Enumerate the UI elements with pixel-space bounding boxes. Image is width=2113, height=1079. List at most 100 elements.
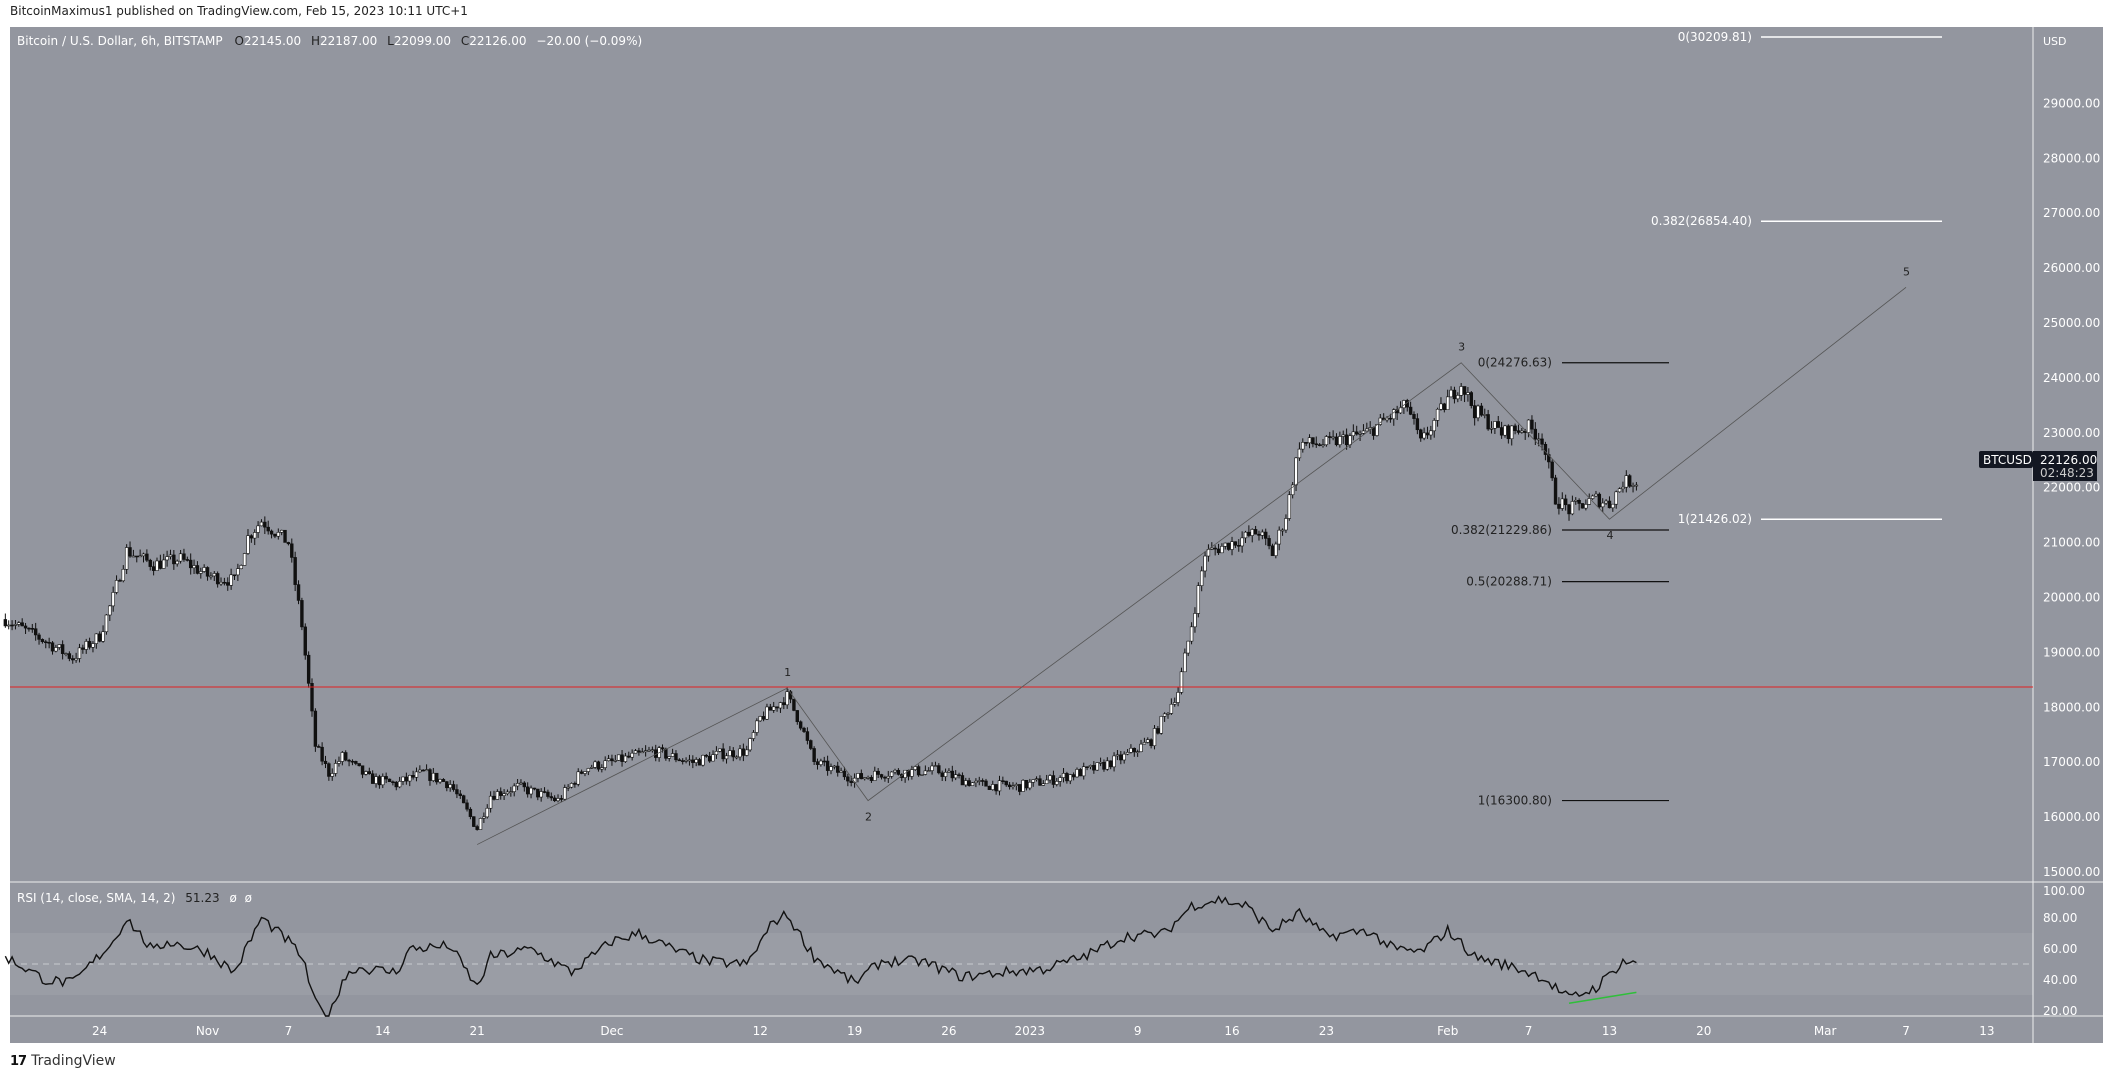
main-pane[interactable]: 1 2 3 4 5 0(24276.63) 0.382(21229.86) 0.5(20288… [3, 30, 2033, 845]
open-label: O [234, 34, 243, 48]
candle-body [573, 783, 577, 785]
fib-level-label: 0.382(21229.86) [1451, 523, 1552, 537]
candle-body [1476, 405, 1480, 419]
candle-body [1186, 640, 1190, 654]
time-axis-label: 26 [941, 1024, 956, 1038]
candle-body [704, 754, 709, 757]
candle-body [1412, 414, 1416, 419]
candle-body [138, 555, 142, 558]
candle-body [1280, 529, 1285, 532]
candle-body [748, 738, 752, 751]
candle-body [472, 816, 476, 827]
axes: 29000.00 28000.00 27000.00 26000.00 25000.00… [92, 96, 2100, 1038]
candle-body [360, 765, 365, 775]
candle-body [738, 748, 742, 758]
candle-body [91, 643, 95, 648]
candle-body [1617, 488, 1622, 493]
candle-body [1446, 396, 1450, 411]
fib-extension-label: 1(21426.02) [1678, 512, 1752, 526]
price-axis-label: 28000.00 [2043, 151, 2100, 165]
candle-body [249, 535, 254, 539]
candle-body [215, 573, 220, 585]
candle-body [1243, 531, 1248, 539]
candle-body [1361, 430, 1366, 434]
candle-body [357, 763, 361, 767]
candle-body [579, 771, 584, 774]
candle-body [1550, 461, 1554, 479]
candle-body [606, 758, 611, 762]
candle-body [1260, 531, 1265, 536]
candle-body [576, 771, 580, 785]
candle-body [421, 769, 425, 772]
logo-icon: 17 [10, 1053, 27, 1069]
candle-body [1506, 425, 1511, 440]
candle-body [428, 769, 432, 781]
candle-body [1088, 765, 1093, 768]
candle-body [1240, 537, 1244, 547]
candle-body [1213, 547, 1217, 550]
tradingview-logo[interactable]: 17 TradingView [10, 1053, 116, 1069]
candle-body [290, 543, 294, 558]
candle-body [84, 641, 88, 650]
candle-body [478, 818, 483, 830]
candle-body [1001, 780, 1005, 782]
candle-body [1082, 766, 1086, 777]
candle-body [1439, 403, 1443, 410]
candle-body [1483, 414, 1487, 416]
candle-body [1520, 430, 1524, 433]
candle-body [377, 776, 382, 786]
candle-body [199, 571, 203, 574]
candle-body [869, 777, 874, 781]
candle-body [991, 784, 995, 790]
chart-background [10, 27, 2103, 1043]
candle-body [970, 782, 975, 786]
candle-body [1611, 503, 1615, 509]
candle-body [1290, 484, 1295, 496]
candle-body [236, 568, 240, 576]
candle-body [681, 760, 685, 762]
candle-body [1587, 498, 1591, 505]
candle-body [795, 710, 799, 723]
candle-body [1277, 529, 1281, 545]
rsi-pane[interactable] [4, 895, 1637, 1017]
candle-body [1109, 760, 1113, 768]
candle-body [596, 761, 601, 770]
candle-body [178, 553, 183, 562]
fib-extension-label: 0(30209.81) [1678, 30, 1752, 44]
candle-body [131, 555, 136, 558]
candle-body [930, 765, 934, 771]
fib-extension-label: 0.382(26854.40) [1651, 214, 1752, 228]
price-axis-label: 16000.00 [2043, 810, 2100, 824]
candle-body [947, 770, 951, 773]
candle-body [397, 781, 402, 788]
candle-body [148, 559, 152, 567]
candle-body [101, 631, 105, 642]
candle-body [145, 553, 149, 561]
candle-body [1530, 419, 1534, 430]
time-axis-label: 2023 [1015, 1024, 1046, 1038]
candle-body [192, 565, 196, 569]
candle-body [347, 759, 351, 762]
candle-body [141, 553, 146, 557]
candle-body [461, 795, 466, 804]
candle-body [482, 816, 486, 819]
candle-body [404, 776, 409, 782]
candle-body [1038, 778, 1042, 786]
candle-body [1125, 752, 1130, 755]
candle-body [1173, 702, 1177, 705]
candle-body [1044, 779, 1049, 785]
time-axis-label: 21 [469, 1024, 484, 1038]
candle-body [536, 788, 540, 798]
price-axis-label: 22000.00 [2043, 481, 2100, 495]
candle-body [586, 768, 591, 772]
candle-body [259, 521, 264, 527]
candle-body [1257, 533, 1261, 536]
candle-body [27, 627, 31, 630]
candle-body [556, 798, 560, 802]
candle-body [1024, 779, 1029, 789]
candle-body [842, 770, 847, 778]
candle-body [151, 566, 156, 571]
candle-body [168, 554, 173, 557]
candle-body [1085, 766, 1089, 769]
